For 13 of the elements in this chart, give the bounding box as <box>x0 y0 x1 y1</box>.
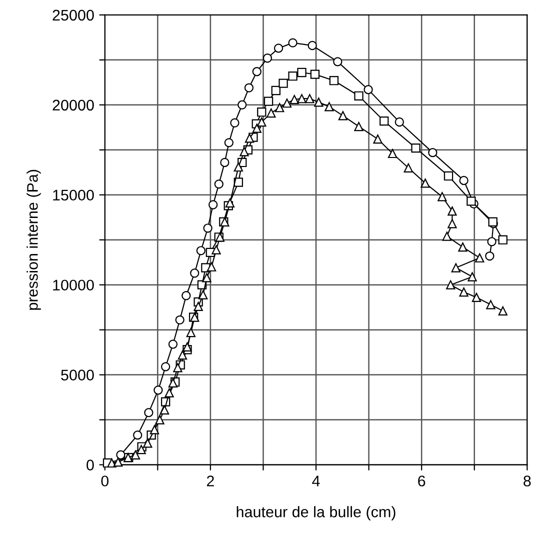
x-tick-label: 4 <box>312 476 320 486</box>
x-tick-label: 8 <box>524 476 531 486</box>
x-tick-label: 2 <box>206 476 214 486</box>
x-tick-label: 0 <box>101 476 109 486</box>
y-tick-label: 0 <box>86 460 94 470</box>
y-axis-title: pression interne (Pa) <box>26 170 41 310</box>
y-tick-label: 15000 <box>53 190 94 201</box>
y-tick-label: 5000 <box>61 370 94 380</box>
y-tick-label: 25000 <box>52 10 94 21</box>
x-tick-label: 6 <box>418 476 426 486</box>
y-tick-label: 10000 <box>53 280 94 291</box>
x-axis-title: hauteur de la bulle (cm) <box>236 506 396 520</box>
y-tick-label: 20000 <box>52 100 94 111</box>
